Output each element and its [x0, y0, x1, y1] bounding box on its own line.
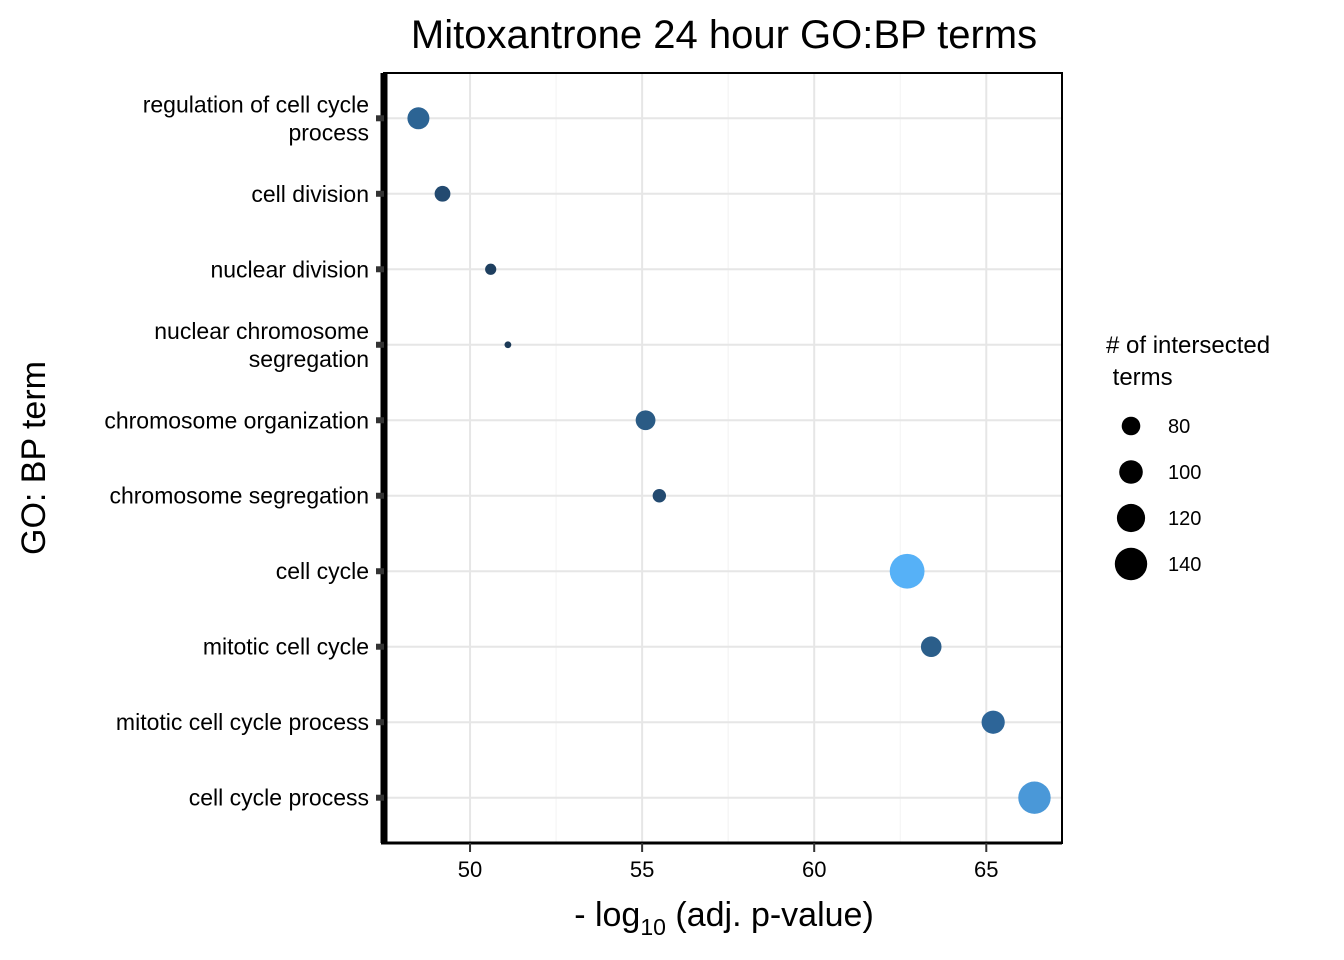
- legend-size-label: 140: [1168, 554, 1201, 576]
- legend-title: # of intersected terms: [1106, 332, 1270, 391]
- x-tick-label: 50: [458, 857, 482, 882]
- legend-size-key: [1121, 416, 1141, 436]
- y-tick-label-line: segregation: [249, 346, 369, 372]
- legend-size-key: [1114, 547, 1148, 581]
- y-tick-label: chromosome organization: [104, 407, 369, 433]
- legend-title-line: terms: [1106, 364, 1173, 391]
- y-tick-label-line: mitotic cell cycle: [203, 634, 369, 660]
- data-point: [407, 107, 430, 130]
- data-point: [889, 553, 925, 589]
- plot-panel: [383, 72, 1063, 844]
- y-tick-label: cell cycle process: [189, 785, 369, 811]
- y-tick-label: nuclear division: [210, 256, 369, 282]
- y-axis: regulation of cell cycle process cell divi…: [104, 91, 384, 811]
- y-axis-title: GO: BP term: [15, 361, 53, 555]
- legend-size-key: [1119, 460, 1143, 484]
- data-point: [920, 636, 942, 658]
- grid: [384, 73, 1062, 843]
- data-point: [504, 341, 512, 349]
- y-tick-label-line: nuclear chromosome: [154, 318, 369, 344]
- y-tick-label-line: mitotic cell cycle process: [116, 709, 369, 735]
- x-axis-title-subscript: 10: [640, 914, 666, 940]
- data-point: [1018, 781, 1051, 814]
- x-axis-title-suffix: (adj. p-value): [666, 896, 874, 934]
- y-tick-label: cell cycle: [276, 558, 369, 584]
- x-tick-label: 55: [630, 857, 654, 882]
- data-point: [485, 263, 497, 275]
- y-tick-label-line: cell cycle: [276, 558, 369, 584]
- x-axis-title: - log10 (adj. p-value): [574, 896, 874, 940]
- y-tick-label-line: regulation of cell cycle: [143, 91, 369, 117]
- y-tick-label-line: chromosome organization: [104, 407, 369, 433]
- x-tick-label: 65: [974, 857, 998, 882]
- legend-title-line: # of intersected: [1106, 332, 1270, 359]
- legend-size-label: 80: [1168, 416, 1190, 438]
- legend-size-label: 100: [1168, 462, 1201, 484]
- y-tick-label: regulation of cell cycle process: [143, 91, 369, 145]
- y-tick-label-line: chromosome segregation: [109, 483, 369, 509]
- legend: # of intersected terms 80 100 120 140: [1106, 332, 1270, 581]
- data-point: [981, 710, 1005, 734]
- y-tick-label-line: cell cycle process: [189, 785, 369, 811]
- data-point: [652, 489, 667, 503]
- y-tick-label: chromosome segregation: [109, 483, 369, 509]
- y-tick-label-line: nuclear division: [210, 256, 369, 282]
- x-tick-label: 60: [802, 857, 826, 882]
- data-point: [434, 185, 451, 202]
- legend-size-label: 120: [1168, 508, 1201, 530]
- y-tick-label: cell division: [251, 181, 369, 207]
- points: [407, 107, 1051, 814]
- x-axis: 50 55 60 65: [458, 843, 999, 882]
- data-point: [635, 410, 656, 431]
- x-axis-title-prefix: - log: [574, 896, 640, 934]
- y-tick-label-line: cell division: [251, 181, 369, 207]
- y-tick-label: mitotic cell cycle process: [116, 709, 369, 735]
- legend-size-key: [1116, 503, 1146, 533]
- y-tick-label: mitotic cell cycle: [203, 634, 369, 660]
- y-tick-label-line: process: [288, 119, 369, 145]
- y-tick-label: nuclear chromosome segregation: [154, 318, 369, 372]
- chart-title: Mitoxantrone 24 hour GO:BP terms: [411, 13, 1037, 57]
